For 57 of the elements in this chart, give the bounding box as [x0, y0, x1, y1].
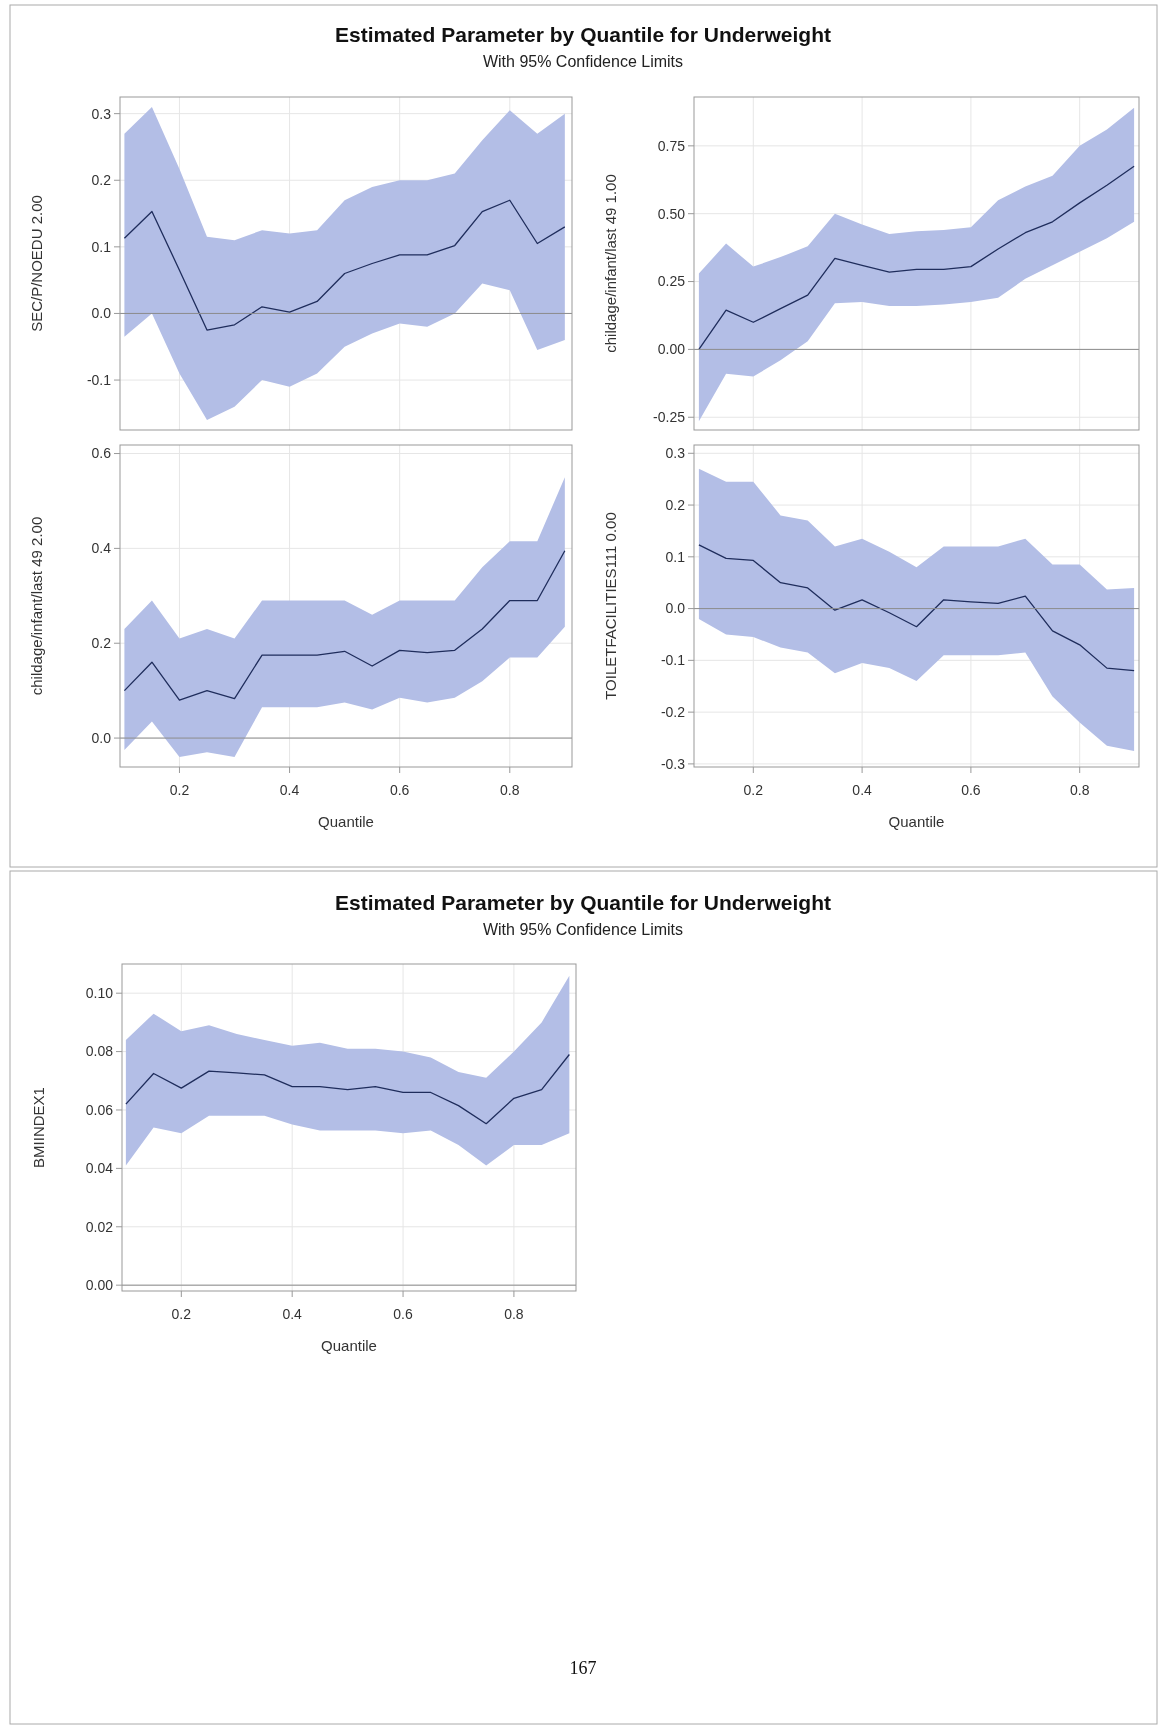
x-tick-label: 0.6 [393, 1306, 413, 1322]
y-tick-label: 0.50 [657, 205, 686, 222]
y-tick-label: 0.00 [85, 1277, 114, 1294]
y-tick-label: 0.10 [85, 985, 114, 1002]
y-tick-label: 0.3 [91, 105, 112, 122]
x-tick-label: 0.2 [171, 1306, 192, 1322]
y-tick-label: 0.3 [665, 445, 686, 462]
y-tick-label: 0.04 [85, 1160, 114, 1177]
y-tick-label: 0.75 [657, 137, 686, 154]
text: 167 [569, 1658, 597, 1678]
y-tick-label: 0.06 [85, 1101, 114, 1118]
y-tick-label: 0.0 [665, 600, 686, 617]
y-tick-label: 0.02 [85, 1218, 114, 1235]
line-series [123, 199, 566, 331]
y-axis-title: childage/infant/last 49 2.00 [28, 516, 45, 696]
y-tick-label: 0.1 [91, 238, 112, 255]
y-tick-label: 0.08 [85, 1043, 114, 1060]
x-axis-title: Quantile [321, 1337, 377, 1354]
y-tick-label: -0.25 [653, 409, 686, 426]
y-tick-label: 0.2 [665, 496, 686, 513]
chart-subtitle: With 95% Confidence Limits [482, 53, 684, 70]
y-axis-title: TOILETFACILITIES111 0.00 [602, 512, 619, 700]
x-tick-label: 0.6 [389, 782, 410, 798]
x-tick-label: 0.4 [279, 782, 300, 798]
x-axis-title: Quantile [888, 813, 945, 830]
y-tick-label: 0.2 [91, 635, 112, 652]
y-tick-label: -0.1 [86, 371, 112, 388]
x-tick-label: 0.4 [852, 782, 873, 798]
x-tick-label: 0.4 [282, 1306, 303, 1322]
y-tick-label: 0.0 [91, 729, 112, 746]
line-series [698, 544, 1135, 672]
y-tick-label: -0.3 [660, 755, 686, 772]
x-tick-label: 0.8 [1069, 782, 1090, 798]
line-series [123, 550, 566, 701]
chart-subtitle: With 95% Confidence Limits [482, 921, 684, 938]
x-tick-label: 0.2 [169, 782, 190, 798]
line-series [698, 165, 1135, 351]
x-tick-label: 0.2 [743, 782, 764, 798]
chart-title: Estimated Parameter by Quantile for Underweight [335, 23, 831, 46]
x-tick-label: 0.8 [504, 1306, 524, 1322]
y-axis-title: BMIINDEX1 [30, 1087, 47, 1168]
x-axis-title: Quantile [318, 813, 374, 830]
y-tick-label: 0.4 [91, 540, 112, 557]
chart-title: Estimated Parameter by Quantile for Underweight [335, 891, 831, 914]
x-tick-label: 0.8 [500, 782, 520, 798]
x-tick-label: 0.6 [961, 782, 981, 798]
y-tick-label: 0.25 [657, 273, 686, 290]
y-tick-label: -0.1 [660, 652, 686, 669]
y-tick-label: 0.00 [657, 341, 686, 358]
y-tick-label: 0.1 [665, 548, 686, 565]
y-tick-label: -0.2 [660, 704, 686, 721]
y-tick-label: 0.6 [91, 445, 112, 462]
y-axis-title: childage/infant/last 49 1.00 [602, 174, 619, 353]
y-axis-title: SEC/P/NOEDU 2.00 [28, 195, 45, 332]
line-series [125, 1053, 570, 1125]
y-tick-label: 0.0 [91, 305, 112, 322]
y-tick-label: 0.2 [91, 172, 112, 189]
